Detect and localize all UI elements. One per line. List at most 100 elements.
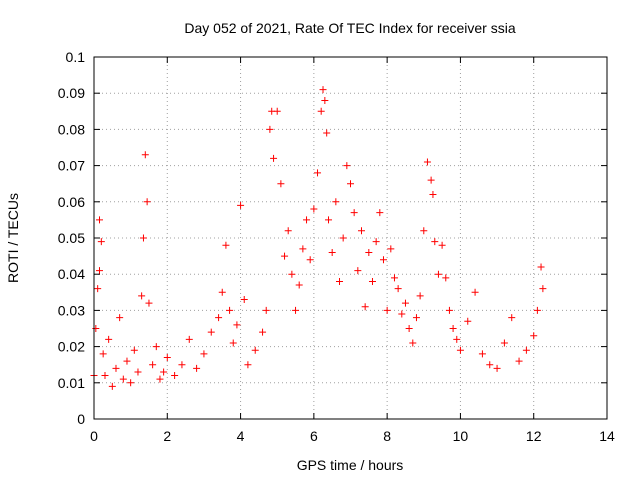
axes: 0 2 4 6 8 10 12 14 0 0.01 0.02 0.03 0.04 0.05 0.06 0.07… [58,49,615,444]
y-tick-label: 0.04 [58,266,85,282]
data-point [277,180,285,188]
data-point [368,277,376,285]
data-point [127,379,135,387]
data-point [156,375,164,383]
data-point [423,158,431,166]
data-point [303,216,311,224]
data-point [295,281,303,289]
data-point [314,169,322,177]
data-point [431,238,439,246]
data-point [456,346,464,354]
data-point [427,176,435,184]
data-point [171,372,179,380]
data-point [376,209,384,217]
data-point [405,325,413,332]
data-point [116,314,124,322]
data-point [222,241,230,249]
data-point [141,151,149,159]
data-point [145,299,153,307]
data-point [357,227,365,235]
x-tick-label: 14 [599,428,615,444]
data-point [139,234,147,242]
data-point [95,216,103,224]
data-point [372,238,380,246]
data-point [365,248,373,256]
data-point [332,198,340,206]
data-point [343,162,351,170]
data-point [398,310,406,318]
data-point [237,201,245,209]
data-point [200,350,208,358]
data-point [270,154,278,162]
data-point [387,245,395,253]
y-tick-label: 0.07 [58,158,85,174]
data-point [449,325,457,332]
data-point [99,350,107,358]
chart-title: Day 052 of 2021, Rate Of TEC Index for r… [184,20,515,36]
x-tick-label: 4 [237,428,245,444]
data-point [321,96,329,104]
data-point [438,241,446,249]
data-point [515,357,523,365]
data-point [97,238,105,246]
data-point [445,306,453,314]
data-point [471,288,479,296]
data-point [434,270,442,278]
data-point [281,252,289,260]
data-point [319,86,327,94]
data-point [299,245,307,253]
y-tick-label: 0.03 [58,302,85,318]
data-point [383,306,391,314]
data-points [90,86,547,390]
data-point [292,306,300,314]
data-point [288,270,296,278]
data-point [163,353,171,361]
y-tick-label: 0 [77,411,85,427]
data-point [105,335,113,343]
data-point [328,248,336,256]
y-tick-label: 0.1 [66,49,86,65]
y-tick-label: 0.01 [58,375,85,391]
data-point [259,328,267,336]
data-point [207,328,215,336]
data-point [112,364,120,372]
y-tick-label: 0.05 [58,230,85,246]
data-point [149,361,157,369]
x-tick-label: 2 [163,428,171,444]
data-point [218,288,226,296]
data-point [533,306,541,314]
data-point [409,339,417,347]
data-point [508,314,516,322]
data-point [394,285,402,293]
data-point [390,274,398,282]
data-point [101,372,109,380]
data-point [94,285,102,293]
data-point [266,125,274,133]
data-point [306,256,314,264]
x-tick-label: 10 [453,428,469,444]
data-point [108,382,116,390]
y-tick-label: 0.08 [58,121,85,137]
data-point [442,274,450,282]
x-tick-label: 12 [526,428,542,444]
data-point [537,263,545,271]
data-point [317,107,325,115]
data-point [273,107,281,115]
data-point [123,357,131,365]
data-point [119,375,127,383]
data-point [244,361,252,369]
data-point [95,267,103,275]
data-point [251,346,259,354]
data-point [160,368,168,376]
data-point [486,361,494,369]
data-point [185,335,193,343]
data-point [416,292,424,300]
data-point [493,364,501,372]
data-point [401,299,409,307]
data-point [193,364,201,372]
data-point [354,267,362,275]
data-point [350,209,358,217]
x-tick-label: 6 [310,428,318,444]
data-point [500,339,508,347]
